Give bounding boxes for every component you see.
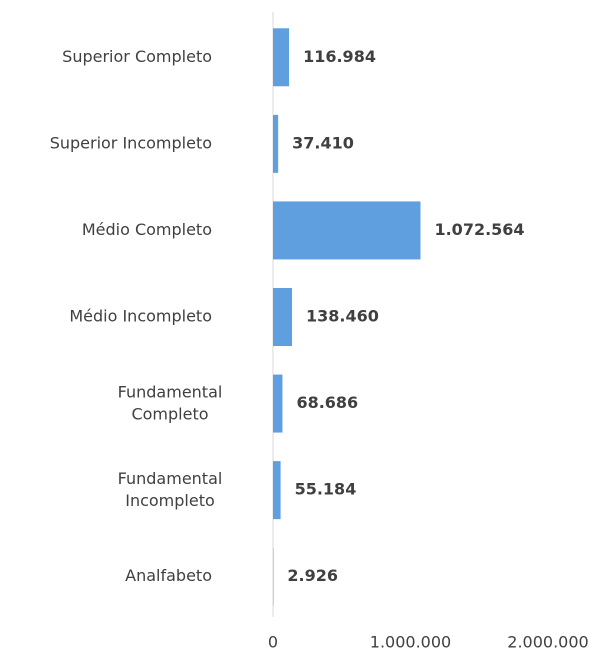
bar xyxy=(273,461,281,520)
bar xyxy=(273,201,421,260)
data-label: 68.686 xyxy=(296,393,358,412)
data-label: 1.072.564 xyxy=(434,220,524,239)
bar xyxy=(273,288,293,346)
y-tick-label: Analfabeto xyxy=(125,566,212,585)
x-tick-label: 0 xyxy=(268,633,278,651)
bar xyxy=(273,374,283,433)
y-tick-label: Superior Incompleto xyxy=(50,133,212,152)
y-tick-label: Médio Incompleto xyxy=(69,307,212,326)
data-label: 37.410 xyxy=(292,133,354,152)
y-tick-label: Superior Completo xyxy=(62,47,212,66)
x-tick-label: 1.000.000 xyxy=(370,633,451,651)
data-label: 55.184 xyxy=(295,480,357,499)
y-tick-label: Médio Completo xyxy=(82,220,212,239)
data-label: 2.926 xyxy=(287,566,338,585)
x-tick-label: 2.000.000 xyxy=(507,633,588,651)
y-tick-label: Fundamental Incompleto xyxy=(118,469,223,510)
bar xyxy=(273,28,290,87)
bar xyxy=(273,114,279,173)
data-label: 116.984 xyxy=(303,47,376,66)
y-tick-label: Fundamental Completo xyxy=(118,382,223,423)
data-label: 138.460 xyxy=(306,307,379,326)
